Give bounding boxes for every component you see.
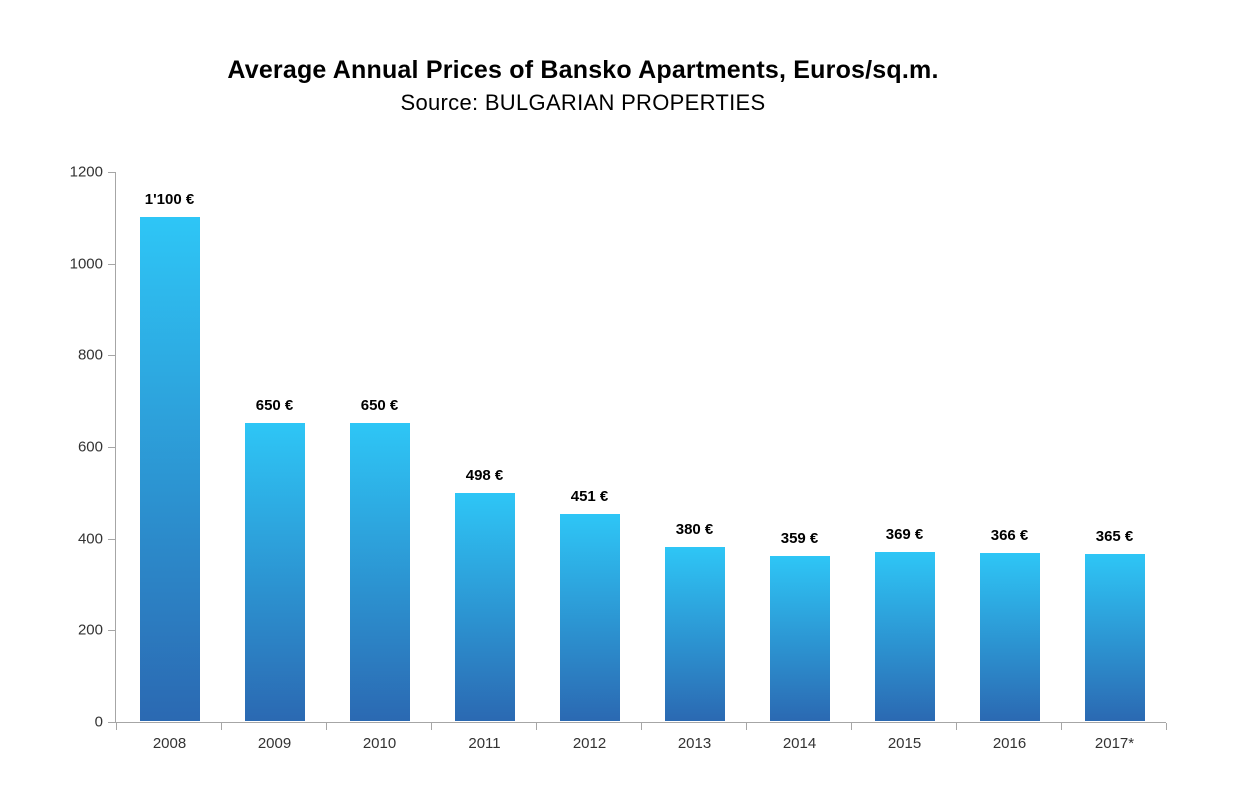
x-axis-tick-mark	[221, 723, 222, 730]
chart-subtitle: Source: BULGARIAN PROPERTIES	[400, 90, 766, 115]
bar	[454, 492, 515, 721]
bar-value-label: 366 €	[990, 527, 1029, 545]
x-axis-category-label: 2014	[782, 735, 817, 752]
bar-slot: 451 € 2012	[537, 171, 642, 752]
y-axis-tick-mark	[108, 355, 115, 357]
bar-slot: 650 € 2009	[222, 171, 327, 752]
y-axis-tick-label: 200	[77, 621, 103, 639]
bar	[349, 423, 410, 721]
bar-slot: 365 € 2017*	[1062, 171, 1167, 752]
y-axis-tick-mark	[108, 172, 115, 173]
y-axis-tick-label: 400	[77, 530, 103, 548]
bar-slot: 498 € 2011	[432, 171, 537, 752]
bar-value-label: 451 €	[570, 488, 609, 506]
x-axis-category-label: 2012	[572, 735, 607, 752]
x-axis-tick-mark	[326, 723, 327, 730]
y-axis-tick-label: 0	[94, 713, 103, 731]
x-axis-tick-mark	[1061, 723, 1062, 730]
bar-slot: 650 € 2010	[327, 171, 432, 752]
bar	[664, 546, 725, 721]
x-axis-category-label: 2015	[887, 735, 922, 752]
y-axis-tick-label: 1000	[69, 255, 103, 273]
bar-slot: 366 € 2016	[957, 171, 1062, 752]
bar	[559, 514, 620, 721]
y-axis-tick-mark	[108, 263, 115, 265]
bar	[769, 556, 830, 721]
bar	[979, 553, 1040, 721]
y-axis-tick-mark	[108, 630, 115, 632]
x-axis-tick-mark	[641, 723, 642, 730]
bar-value-label: 369 €	[885, 525, 924, 543]
bar-slot: 369 € 2015	[852, 171, 957, 752]
y-axis-tick-mark	[108, 722, 115, 723]
x-axis-tick-mark	[746, 723, 747, 730]
bar-slot: 380 € 2013	[642, 171, 747, 752]
x-axis-tick-mark	[116, 723, 117, 730]
x-axis-tick-mark	[851, 723, 852, 730]
x-axis-category-label: 2008	[152, 735, 187, 752]
bar-slot: 1'100 € 2008	[117, 171, 222, 752]
bar	[139, 216, 200, 721]
y-axis-tick-label: 1200	[69, 163, 103, 181]
x-axis-tick-mark	[536, 723, 537, 730]
x-axis-category-label: 2009	[257, 735, 292, 752]
y-axis-tick-label: 800	[77, 346, 103, 364]
x-axis-category-label: 2013	[677, 735, 712, 752]
x-axis-category-label: 2010	[362, 735, 397, 752]
bar	[244, 423, 305, 721]
bar-value-label: 359 €	[780, 530, 819, 548]
bar-slot: 359 € 2014	[747, 171, 852, 752]
y-axis-tick-label: 600	[77, 438, 103, 456]
bar-value-label: 1'100 €	[144, 190, 195, 208]
bar-value-label: 380 €	[675, 520, 714, 538]
bar-value-label: 498 €	[465, 466, 504, 484]
y-axis-tick-mark	[108, 447, 115, 448]
bar	[1084, 553, 1145, 721]
plot-area: 1'100 € 2008 650 € 2009 650 € 2010 498 € 2011 45…	[70, 164, 1167, 752]
bar-value-label: 650 €	[255, 397, 294, 415]
bar-value-label: 650 €	[360, 397, 399, 415]
chart-title: Average Annual Prices of Bansko Apartmen…	[227, 56, 939, 84]
bar	[874, 551, 935, 721]
x-axis-category-label: 2017*	[1094, 735, 1135, 752]
x-axis-tick-mark	[1166, 723, 1167, 730]
plot-region: 1'100 € 2008 650 € 2009 650 € 2010 498 € 2011 45…	[70, 164, 1167, 752]
x-axis-tick-mark	[956, 723, 957, 730]
bars-container: 1'100 € 2008 650 € 2009 650 € 2010 498 € 2011 45…	[117, 171, 1167, 752]
x-axis-tick-mark	[431, 723, 432, 730]
bar-value-label: 365 €	[1095, 527, 1134, 545]
x-axis-category-label: 2016	[992, 735, 1027, 752]
y-axis-tick-mark	[108, 538, 115, 540]
x-axis-category-label: 2011	[468, 735, 501, 752]
